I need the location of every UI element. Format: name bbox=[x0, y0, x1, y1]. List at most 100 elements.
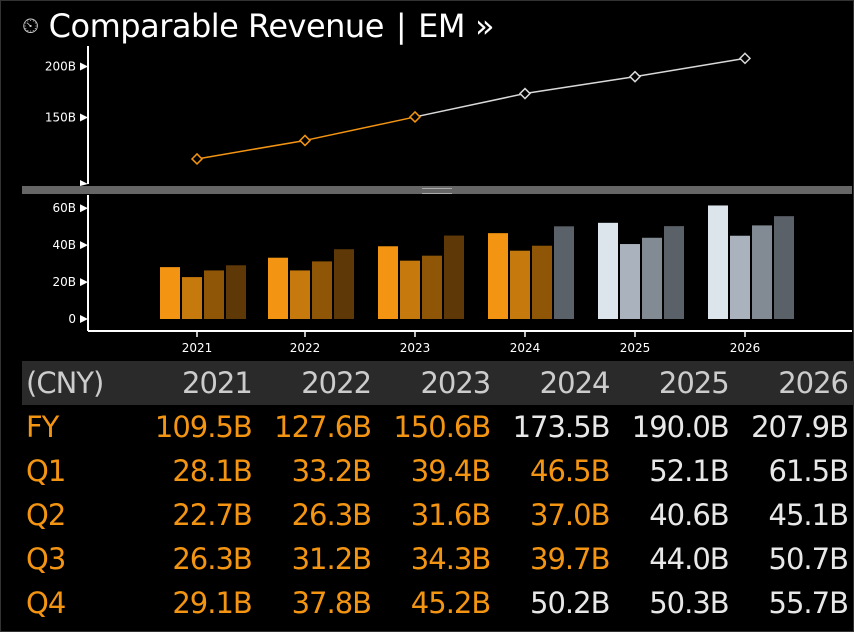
table-row[interactable]: Q2 22.7B 26.3B 31.6B 37.0B 40.6B 45.1B bbox=[22, 493, 854, 537]
bar[interactable] bbox=[532, 245, 552, 319]
table-cell[interactable]: 34.3B bbox=[410, 542, 491, 576]
line-segment bbox=[524, 75, 636, 95]
table-cell[interactable]: 28.1B bbox=[172, 454, 252, 488]
bar[interactable] bbox=[444, 235, 464, 319]
table-cell[interactable]: 40.6B bbox=[649, 498, 729, 532]
table-row[interactable]: Q1 28.1B 33.2B 39.4B 46.5B 52.1B 61.5B bbox=[22, 449, 854, 493]
bar[interactable] bbox=[774, 216, 794, 319]
bar[interactable] bbox=[422, 255, 442, 319]
y-tick-marker bbox=[80, 204, 88, 213]
table-row[interactable]: Q3 26.3B 31.2B 34.3B 39.7B 44.0B 50.7B bbox=[22, 537, 854, 581]
x-tick-label: 2023 bbox=[400, 341, 431, 355]
year-header[interactable]: 2021 bbox=[138, 361, 258, 405]
table-cell[interactable]: 50.7B bbox=[768, 542, 849, 576]
line-point[interactable] bbox=[518, 87, 532, 100]
table-row[interactable]: Q4 29.1B 37.8B 45.2B 50.2B 50.3B 55.7B bbox=[22, 581, 854, 625]
table-row[interactable]: FY 109.5B 127.6B 150.6B 173.5B 190.0B 207.9B bbox=[22, 405, 854, 449]
x-tick-label: 2024 bbox=[510, 341, 541, 355]
y-tick-label: 150B bbox=[45, 111, 76, 125]
year-header[interactable]: 2023 bbox=[377, 361, 497, 405]
row-label: Q4 bbox=[26, 586, 66, 620]
year-header[interactable]: 2026 bbox=[734, 361, 854, 405]
title-bar: ⏲ Comparable Revenue | EM » bbox=[22, 6, 852, 46]
y-tick-label: 200B bbox=[45, 59, 76, 73]
ticker-label: EM bbox=[418, 7, 465, 45]
table-cell[interactable]: 39.4B bbox=[410, 454, 491, 488]
bar[interactable] bbox=[226, 265, 246, 319]
bar[interactable] bbox=[312, 261, 332, 319]
line-point[interactable] bbox=[408, 110, 422, 124]
year-header[interactable]: 2025 bbox=[615, 361, 735, 405]
table-cell[interactable]: 37.0B bbox=[530, 498, 610, 532]
table-cell[interactable]: 173.5B bbox=[512, 410, 611, 444]
title-separator: | bbox=[395, 7, 407, 45]
table-cell[interactable]: 26.3B bbox=[291, 498, 372, 532]
table-cell[interactable]: 29.1B bbox=[172, 586, 252, 620]
row-label: Q1 bbox=[26, 454, 66, 488]
table-cell[interactable]: 46.5B bbox=[530, 454, 610, 488]
more-button[interactable]: » bbox=[474, 7, 495, 45]
table-cell[interactable]: 61.5B bbox=[768, 454, 849, 488]
table-cell[interactable]: 150.6B bbox=[393, 410, 491, 444]
table-cell[interactable]: 45.1B bbox=[768, 498, 849, 532]
data-table: (CNY) 2021 2022 2023 2024 2025 2026 FY 10… bbox=[22, 361, 854, 625]
bar[interactable] bbox=[400, 260, 420, 319]
bar[interactable] bbox=[620, 244, 640, 319]
y-tick-label: 40B bbox=[52, 238, 76, 252]
bar[interactable] bbox=[598, 222, 618, 319]
table-cell[interactable]: 26.3B bbox=[172, 542, 252, 576]
chart-icon[interactable]: ⏲ bbox=[22, 13, 39, 39]
year-header[interactable]: 2024 bbox=[496, 361, 616, 405]
y-tick-marker bbox=[80, 113, 88, 122]
bar[interactable] bbox=[182, 277, 202, 319]
bar[interactable] bbox=[708, 205, 728, 319]
bar[interactable] bbox=[510, 250, 530, 319]
bar[interactable] bbox=[730, 235, 750, 319]
table-cell[interactable]: 33.2B bbox=[291, 454, 372, 488]
line-point[interactable] bbox=[298, 134, 312, 147]
line-point[interactable] bbox=[628, 70, 642, 83]
year-header[interactable]: 2022 bbox=[257, 361, 378, 405]
line-segment bbox=[304, 116, 416, 142]
table-cell[interactable]: 39.7B bbox=[530, 542, 610, 576]
bar[interactable] bbox=[334, 249, 354, 319]
y-tick-marker bbox=[80, 315, 88, 323]
bar[interactable] bbox=[664, 226, 684, 319]
table-cell[interactable]: 45.2B bbox=[410, 586, 491, 620]
bar[interactable] bbox=[378, 246, 398, 319]
y-tick-marker bbox=[80, 241, 88, 250]
table-cell[interactable]: 190.0B bbox=[631, 410, 730, 444]
table-cell[interactable]: 50.3B bbox=[649, 586, 729, 620]
x-tick-label: 2025 bbox=[620, 341, 651, 355]
table-cell[interactable]: 50.2B bbox=[530, 586, 610, 620]
row-label: Q2 bbox=[26, 498, 66, 532]
bar[interactable] bbox=[268, 257, 288, 319]
bar[interactable] bbox=[290, 270, 310, 319]
table-cell[interactable]: 109.5B bbox=[154, 410, 253, 444]
divider-grip[interactable] bbox=[422, 188, 452, 194]
line-point[interactable] bbox=[738, 52, 752, 65]
row-label: FY bbox=[26, 410, 59, 444]
y-tick-marker bbox=[80, 278, 88, 287]
line-point[interactable] bbox=[190, 152, 204, 166]
bar[interactable] bbox=[160, 267, 180, 319]
bar[interactable] bbox=[488, 233, 508, 319]
table-cell[interactable]: 31.2B bbox=[291, 542, 372, 576]
x-tick-label: 2021 bbox=[182, 341, 213, 355]
bar[interactable] bbox=[642, 237, 662, 319]
table-cell[interactable]: 31.6B bbox=[410, 498, 491, 532]
bar[interactable] bbox=[204, 270, 224, 319]
table-cell[interactable]: 52.1B bbox=[649, 454, 729, 488]
x-tick-label: 2026 bbox=[730, 341, 761, 355]
bar[interactable] bbox=[752, 225, 772, 319]
bar[interactable] bbox=[554, 226, 574, 319]
page-title: Comparable Revenue bbox=[48, 7, 385, 45]
table-cell[interactable]: 22.7B bbox=[172, 498, 252, 532]
table-cell[interactable]: 207.9B bbox=[751, 410, 849, 444]
table-cell[interactable]: 127.6B bbox=[274, 410, 372, 444]
line-chart: 200B 150B bbox=[45, 46, 752, 186]
table-cell[interactable]: 37.8B bbox=[291, 586, 372, 620]
table-cell[interactable]: 55.7B bbox=[768, 586, 849, 620]
table-cell[interactable]: 44.0B bbox=[649, 542, 729, 576]
pane-divider[interactable] bbox=[22, 186, 852, 194]
